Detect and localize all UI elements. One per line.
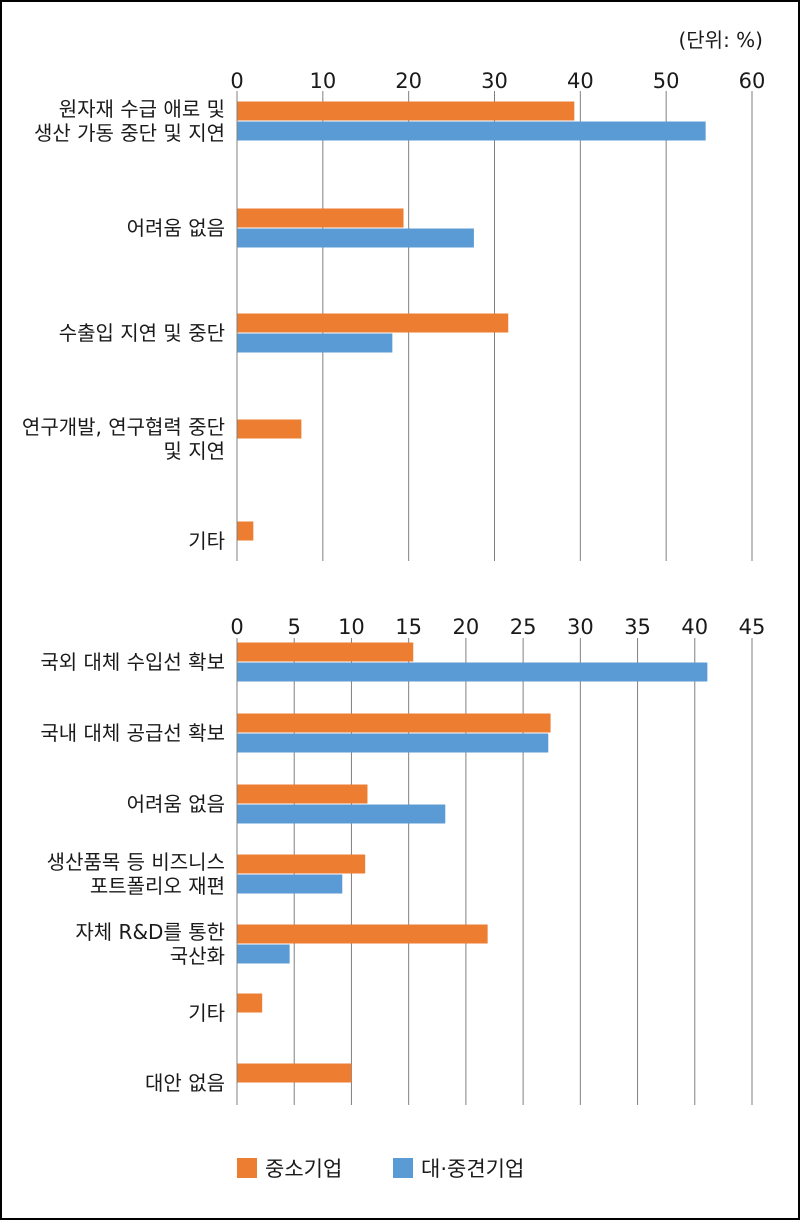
bar-large xyxy=(237,333,393,353)
bar-sme xyxy=(237,854,366,874)
x-tick-label: 0 xyxy=(230,69,243,93)
x-tick-label: 30 xyxy=(567,615,594,639)
x-tick-label: 25 xyxy=(510,615,537,639)
bar-large xyxy=(237,804,446,824)
category-label: 기타 xyxy=(188,529,225,553)
bar-sme xyxy=(237,713,551,733)
x-tick-label: 40 xyxy=(567,69,594,93)
category-label: 연구개발, 연구협력 중단 xyxy=(22,415,225,439)
x-tick-label: 45 xyxy=(739,615,766,639)
legend-label: 중소기업 xyxy=(265,1157,342,1181)
category-label: 국외 대체 수입선 확보 xyxy=(40,650,225,674)
bar-sme xyxy=(237,208,404,228)
x-tick-label: 15 xyxy=(395,615,422,639)
x-tick-label: 40 xyxy=(681,615,708,639)
bar-sme xyxy=(237,101,575,121)
x-tick-label: 10 xyxy=(338,615,365,639)
x-tick-label: 0 xyxy=(230,615,243,639)
bar-sme xyxy=(237,993,263,1013)
x-tick-label: 5 xyxy=(288,615,301,639)
bar-large xyxy=(237,944,290,964)
bar-sme xyxy=(237,419,302,439)
bar-sme xyxy=(237,784,368,804)
category-label: 자체 R&D를 통한 xyxy=(75,920,225,944)
bar-large xyxy=(237,733,549,753)
category-label: 생산 가동 중단 및 지연 xyxy=(34,121,225,145)
bar-sme xyxy=(237,924,488,944)
category-label: 국산화 xyxy=(170,944,225,968)
x-tick-label: 10 xyxy=(309,69,336,93)
category-label: 수출입 지연 및 중단 xyxy=(59,321,225,345)
bar-large xyxy=(237,662,708,682)
x-tick-label: 50 xyxy=(653,69,680,93)
bar-sme xyxy=(237,1063,352,1083)
x-tick-label: 20 xyxy=(395,69,422,93)
category-label: 및 지연 xyxy=(163,439,225,463)
category-label: 어려움 없음 xyxy=(127,216,225,240)
bar-large xyxy=(237,874,343,894)
bar-sme xyxy=(237,521,254,541)
x-tick-label: 20 xyxy=(453,615,480,639)
category-label: 포트폴리오 재편 xyxy=(90,874,225,898)
legend-swatch xyxy=(237,1158,257,1178)
category-label: 국내 대체 공급선 확보 xyxy=(40,721,225,745)
unit-label: (단위: %) xyxy=(678,28,763,52)
legend-swatch xyxy=(393,1158,413,1178)
chart-1: 0 10 20 30 40 50 60 원자재 수급 애로 및생산 가동 중단 및 지연어려움… xyxy=(22,69,765,561)
category-label: 생산품목 등 비즈니스 xyxy=(47,850,225,874)
category-label: 기타 xyxy=(188,1001,225,1025)
category-label: 대안 없음 xyxy=(145,1071,225,1095)
x-tick-label: 60 xyxy=(739,69,766,93)
bar-sme xyxy=(237,313,509,333)
bar-large xyxy=(237,121,706,141)
bar-large xyxy=(237,228,474,248)
category-label: 어려움 없음 xyxy=(127,792,225,816)
x-tick-label: 30 xyxy=(481,69,508,93)
bar-sme xyxy=(237,642,414,662)
legend-label: 대·중견기업 xyxy=(421,1157,524,1181)
legend: 중소기업 대·중견기업 xyxy=(237,1157,524,1181)
x-tick-label: 35 xyxy=(624,615,651,639)
category-label: 원자재 수급 애로 및 xyxy=(59,97,225,121)
